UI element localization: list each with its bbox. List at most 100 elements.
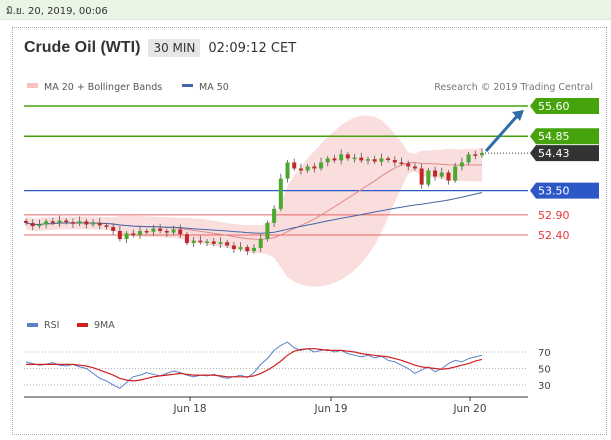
legend-swatch-9ma xyxy=(77,323,88,327)
candle-body xyxy=(419,168,424,185)
x-tick-label-0: Jun 18 xyxy=(172,403,206,415)
candle-body xyxy=(184,234,189,244)
candle-body xyxy=(24,220,28,223)
candle-body xyxy=(252,247,256,252)
candle-body xyxy=(57,220,62,223)
candle-body xyxy=(138,230,142,235)
candle-body xyxy=(117,230,122,240)
candle-body xyxy=(319,162,324,169)
chart-time: 02:09:12 CET xyxy=(208,40,297,56)
timeframe-badge[interactable]: 30 MIN xyxy=(148,39,201,57)
candle-body xyxy=(439,172,444,177)
bollinger-band xyxy=(26,115,482,287)
candle-body xyxy=(151,228,156,232)
candle-body xyxy=(211,241,216,244)
candle-body xyxy=(44,221,49,225)
credit-label: Research © 2019 Trading Central xyxy=(434,82,593,93)
candle-body xyxy=(218,242,223,244)
rsi-tick-30: 30 xyxy=(538,381,551,392)
candle-body xyxy=(91,222,96,225)
level-label-54.85: 54.85 xyxy=(538,130,570,143)
candle-body xyxy=(158,228,163,231)
candle-body xyxy=(312,166,317,169)
rsi-line xyxy=(25,341,483,389)
candle-body xyxy=(238,247,243,250)
timestamp: มิ.ย. 20, 2019, 00:06 xyxy=(6,6,108,17)
candle-body xyxy=(473,154,478,156)
candle-body xyxy=(352,157,357,160)
level-label-55.60: 55.60 xyxy=(538,100,570,113)
rsi-tick-70: 70 xyxy=(538,348,551,359)
candle-body xyxy=(30,222,35,227)
level-badge-54.85 xyxy=(530,128,599,145)
candle-body xyxy=(97,222,102,226)
level-badge-55.60 xyxy=(530,98,599,114)
candle-body xyxy=(64,220,69,223)
candle-body xyxy=(480,153,484,156)
candle-body xyxy=(305,166,310,171)
candle-body xyxy=(339,154,344,161)
legend-swatch-bb xyxy=(27,83,38,88)
candle-body xyxy=(258,239,263,248)
candle-body xyxy=(345,154,350,159)
candle-body xyxy=(104,225,109,227)
level-label-53.50: 53.50 xyxy=(538,185,570,198)
candle-body xyxy=(131,233,136,235)
level-label-52.90: 52.90 xyxy=(538,209,570,222)
candle-body xyxy=(466,154,471,163)
candle-body xyxy=(433,170,438,177)
x-tick-label-2: Jun 20 xyxy=(452,403,486,415)
candle-body xyxy=(178,229,183,235)
candle-body xyxy=(292,162,297,169)
candle-body xyxy=(386,158,391,161)
candle-body xyxy=(325,158,330,163)
candle-body xyxy=(225,242,230,246)
legend-swatch-ma50 xyxy=(182,84,193,87)
legend-swatch-rsi xyxy=(27,323,38,327)
candle-body xyxy=(144,230,149,233)
candle-body xyxy=(359,157,364,161)
candle-body xyxy=(392,160,397,163)
candle-body xyxy=(453,166,458,181)
x-tick-label-1: Jun 19 xyxy=(313,403,347,415)
level-badge-53.50 xyxy=(530,182,599,199)
candle-body xyxy=(265,222,270,240)
candle-body xyxy=(231,245,236,250)
candle-body xyxy=(171,229,176,233)
candle-body xyxy=(332,158,337,161)
candle-body xyxy=(164,230,169,233)
candle-body xyxy=(298,168,303,171)
candle-body xyxy=(84,221,89,225)
candle-body xyxy=(191,240,196,244)
candle-body xyxy=(366,159,370,161)
candle-body xyxy=(245,247,250,252)
date-bar: มิ.ย. 20, 2019, 00:06 xyxy=(0,0,611,20)
candle-body xyxy=(379,158,384,162)
candle-body xyxy=(446,172,451,181)
candle-body xyxy=(124,233,129,240)
candle-body xyxy=(111,226,116,231)
legend-rsi-label: RSI xyxy=(44,320,59,331)
candle-body xyxy=(399,162,404,164)
candle-body xyxy=(50,221,55,223)
ma50-line xyxy=(25,192,483,234)
candle-body xyxy=(278,178,283,209)
candle-body xyxy=(37,224,42,227)
forecast-arrow xyxy=(484,114,520,153)
legend-ma50-label: MA 50 xyxy=(199,82,229,93)
legend-bb-label: MA 20 + Bollinger Bands xyxy=(44,82,162,93)
candle-body xyxy=(272,208,277,223)
legend-9ma-label: 9MA xyxy=(94,320,115,331)
candle-body xyxy=(372,159,377,162)
forecast-arrow-head xyxy=(512,110,524,121)
rsi-tick-50: 50 xyxy=(538,365,551,376)
ma9-line xyxy=(26,348,483,382)
level-label-52.40: 52.40 xyxy=(538,229,570,242)
level-badge-54.43 xyxy=(530,145,599,162)
instrument-title: Crude Oil (WTI) xyxy=(24,39,141,56)
level-label-54.43: 54.43 xyxy=(538,147,570,160)
candle-body xyxy=(426,170,431,185)
candle-body xyxy=(459,162,464,167)
candle-body xyxy=(70,222,75,224)
